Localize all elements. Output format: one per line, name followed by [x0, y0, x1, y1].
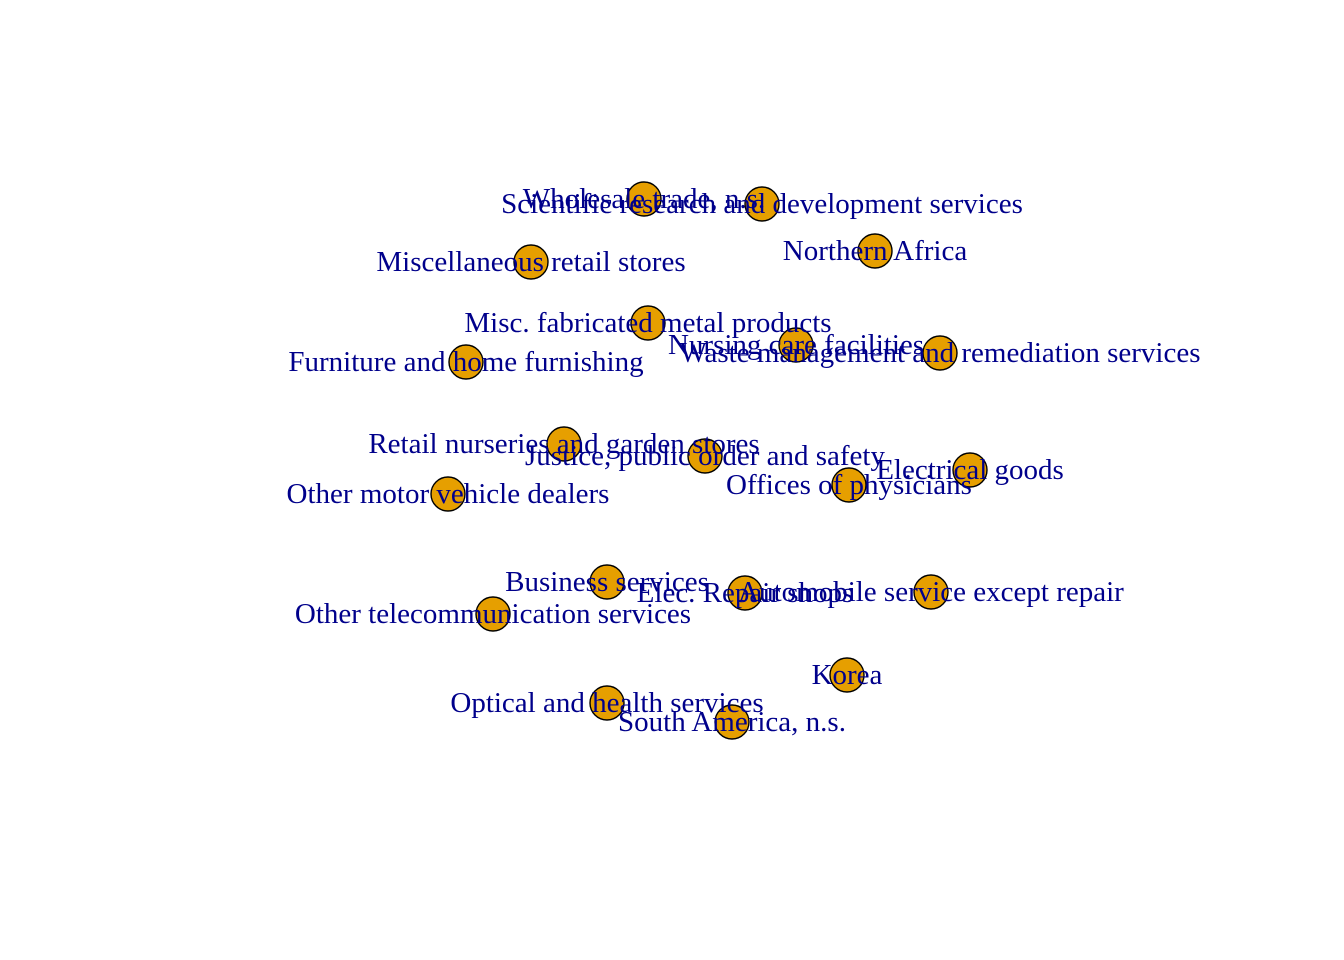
node-misc-metal	[630, 305, 666, 341]
node-label-korea: Korea	[812, 659, 883, 691]
node-label-wholesale-trade: Wholesale trade, n.s.	[523, 183, 765, 215]
node-business-services	[589, 564, 625, 600]
node-label-misc-retail: Miscellaneous retail stores	[376, 246, 685, 278]
node-label-nursing-care: Nursing care facilities	[668, 329, 924, 361]
node-label-justice: Justice, public order and safety	[525, 440, 885, 472]
nodes-layer	[430, 181, 988, 740]
node-furniture	[448, 344, 484, 380]
node-other-motor-vehicle	[430, 476, 466, 512]
node-offices-physicians	[831, 467, 867, 503]
node-label-south-america: South America, n.s.	[618, 706, 846, 738]
node-label-electrical-goods: Electrical goods	[876, 454, 1064, 486]
node-wholesale-trade	[626, 181, 662, 217]
node-automobile-service	[913, 574, 949, 610]
node-northern-africa	[857, 233, 893, 269]
node-korea	[829, 657, 865, 693]
node-label-offices-physicians: Offices of physicians	[726, 469, 972, 501]
node-other-telecom	[475, 596, 511, 632]
node-elec-repair	[727, 575, 763, 611]
node-label-retail-nurseries: Retail nurseries and garden stores	[368, 428, 759, 460]
node-label-furniture: Furniture and home furnishing	[288, 346, 643, 378]
node-nursing-care	[778, 327, 814, 363]
node-waste-management	[922, 335, 958, 371]
node-retail-nurseries	[546, 426, 582, 462]
node-south-america	[714, 704, 750, 740]
node-label-business-services: Business services	[505, 566, 709, 598]
node-electrical-goods	[952, 452, 988, 488]
node-label-optical-health: Optical and health services	[450, 687, 763, 719]
node-label-other-telecom: Other telecommunication services	[295, 598, 691, 630]
node-justice	[687, 438, 723, 474]
node-label-waste-management: Waste management and remediation service…	[679, 337, 1200, 369]
node-label-northern-africa: Northern Africa	[783, 235, 968, 267]
node-label-other-motor-vehicle: Other motor vehicle dealers	[287, 478, 610, 510]
node-label-elec-repair: Elec. Repair shops	[637, 577, 854, 609]
node-label-automobile-service: Automobile service except repair	[738, 576, 1124, 608]
node-scientific-research	[744, 186, 780, 222]
labels-layer: Wholesale trade, n.s.Scientific research…	[287, 183, 1201, 738]
node-label-misc-metal: Misc. fabricated metal products	[464, 307, 831, 339]
node-label-scientific-research: Scientific research and development serv…	[501, 188, 1023, 220]
node-misc-retail	[513, 244, 549, 280]
node-optical-health	[589, 685, 625, 721]
